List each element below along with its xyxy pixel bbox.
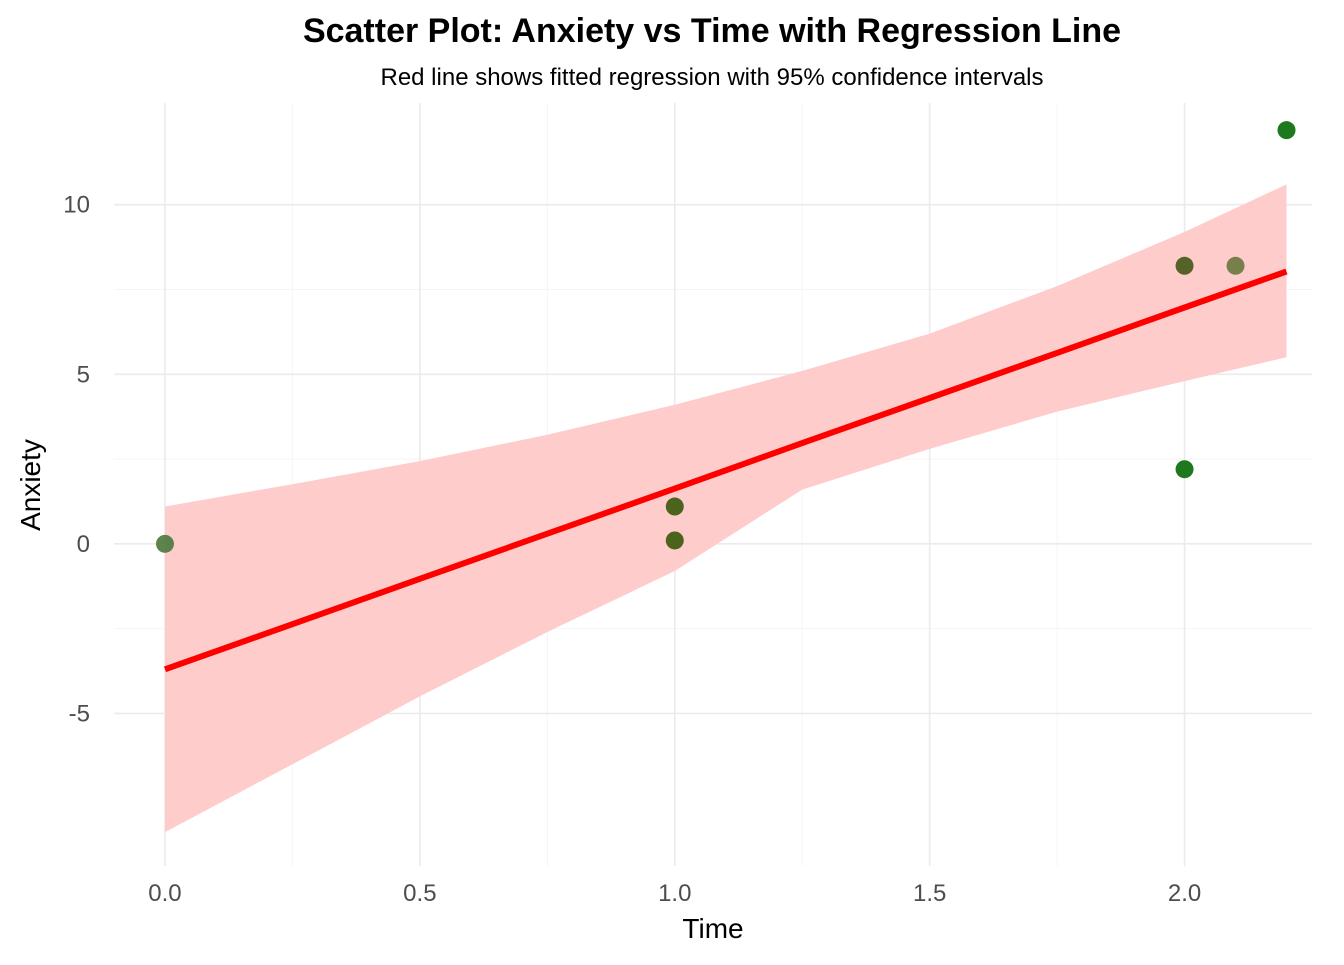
data-points <box>155 121 1296 553</box>
y-axis-title: Anxiety <box>15 439 46 531</box>
x-axis-title: Time <box>682 913 743 944</box>
y-tick-label: -5 <box>69 700 90 727</box>
data-point <box>1277 121 1296 140</box>
tick-labels: 0.0 0.5 1.0 1.5 2.0 -5 0 5 10 <box>63 192 1201 907</box>
x-tick-label: 0.5 <box>403 880 436 907</box>
x-tick-label: 2.0 <box>1168 880 1201 907</box>
regression-line-layer <box>163 268 1288 673</box>
confidence-band-layer <box>165 184 1287 833</box>
confidence-band <box>165 184 1287 833</box>
data-point <box>1226 256 1245 275</box>
x-tick-label: 1.5 <box>913 880 946 907</box>
y-tick-label: 10 <box>63 192 90 219</box>
y-tick-label: 0 <box>77 531 90 558</box>
data-point <box>665 531 684 550</box>
data-point <box>155 534 174 553</box>
y-tick-label: 5 <box>77 361 90 388</box>
chart-title: Scatter Plot: Anxiety vs Time with Regre… <box>303 12 1121 50</box>
data-point <box>1175 460 1194 479</box>
regression-line <box>163 268 1288 673</box>
x-tick-label: 0.0 <box>148 880 181 907</box>
chart-subtitle: Red line shows fitted regression with 95… <box>380 64 1043 91</box>
x-tick-label: 1.0 <box>658 880 691 907</box>
data-point <box>665 497 684 516</box>
data-point <box>1175 256 1194 275</box>
